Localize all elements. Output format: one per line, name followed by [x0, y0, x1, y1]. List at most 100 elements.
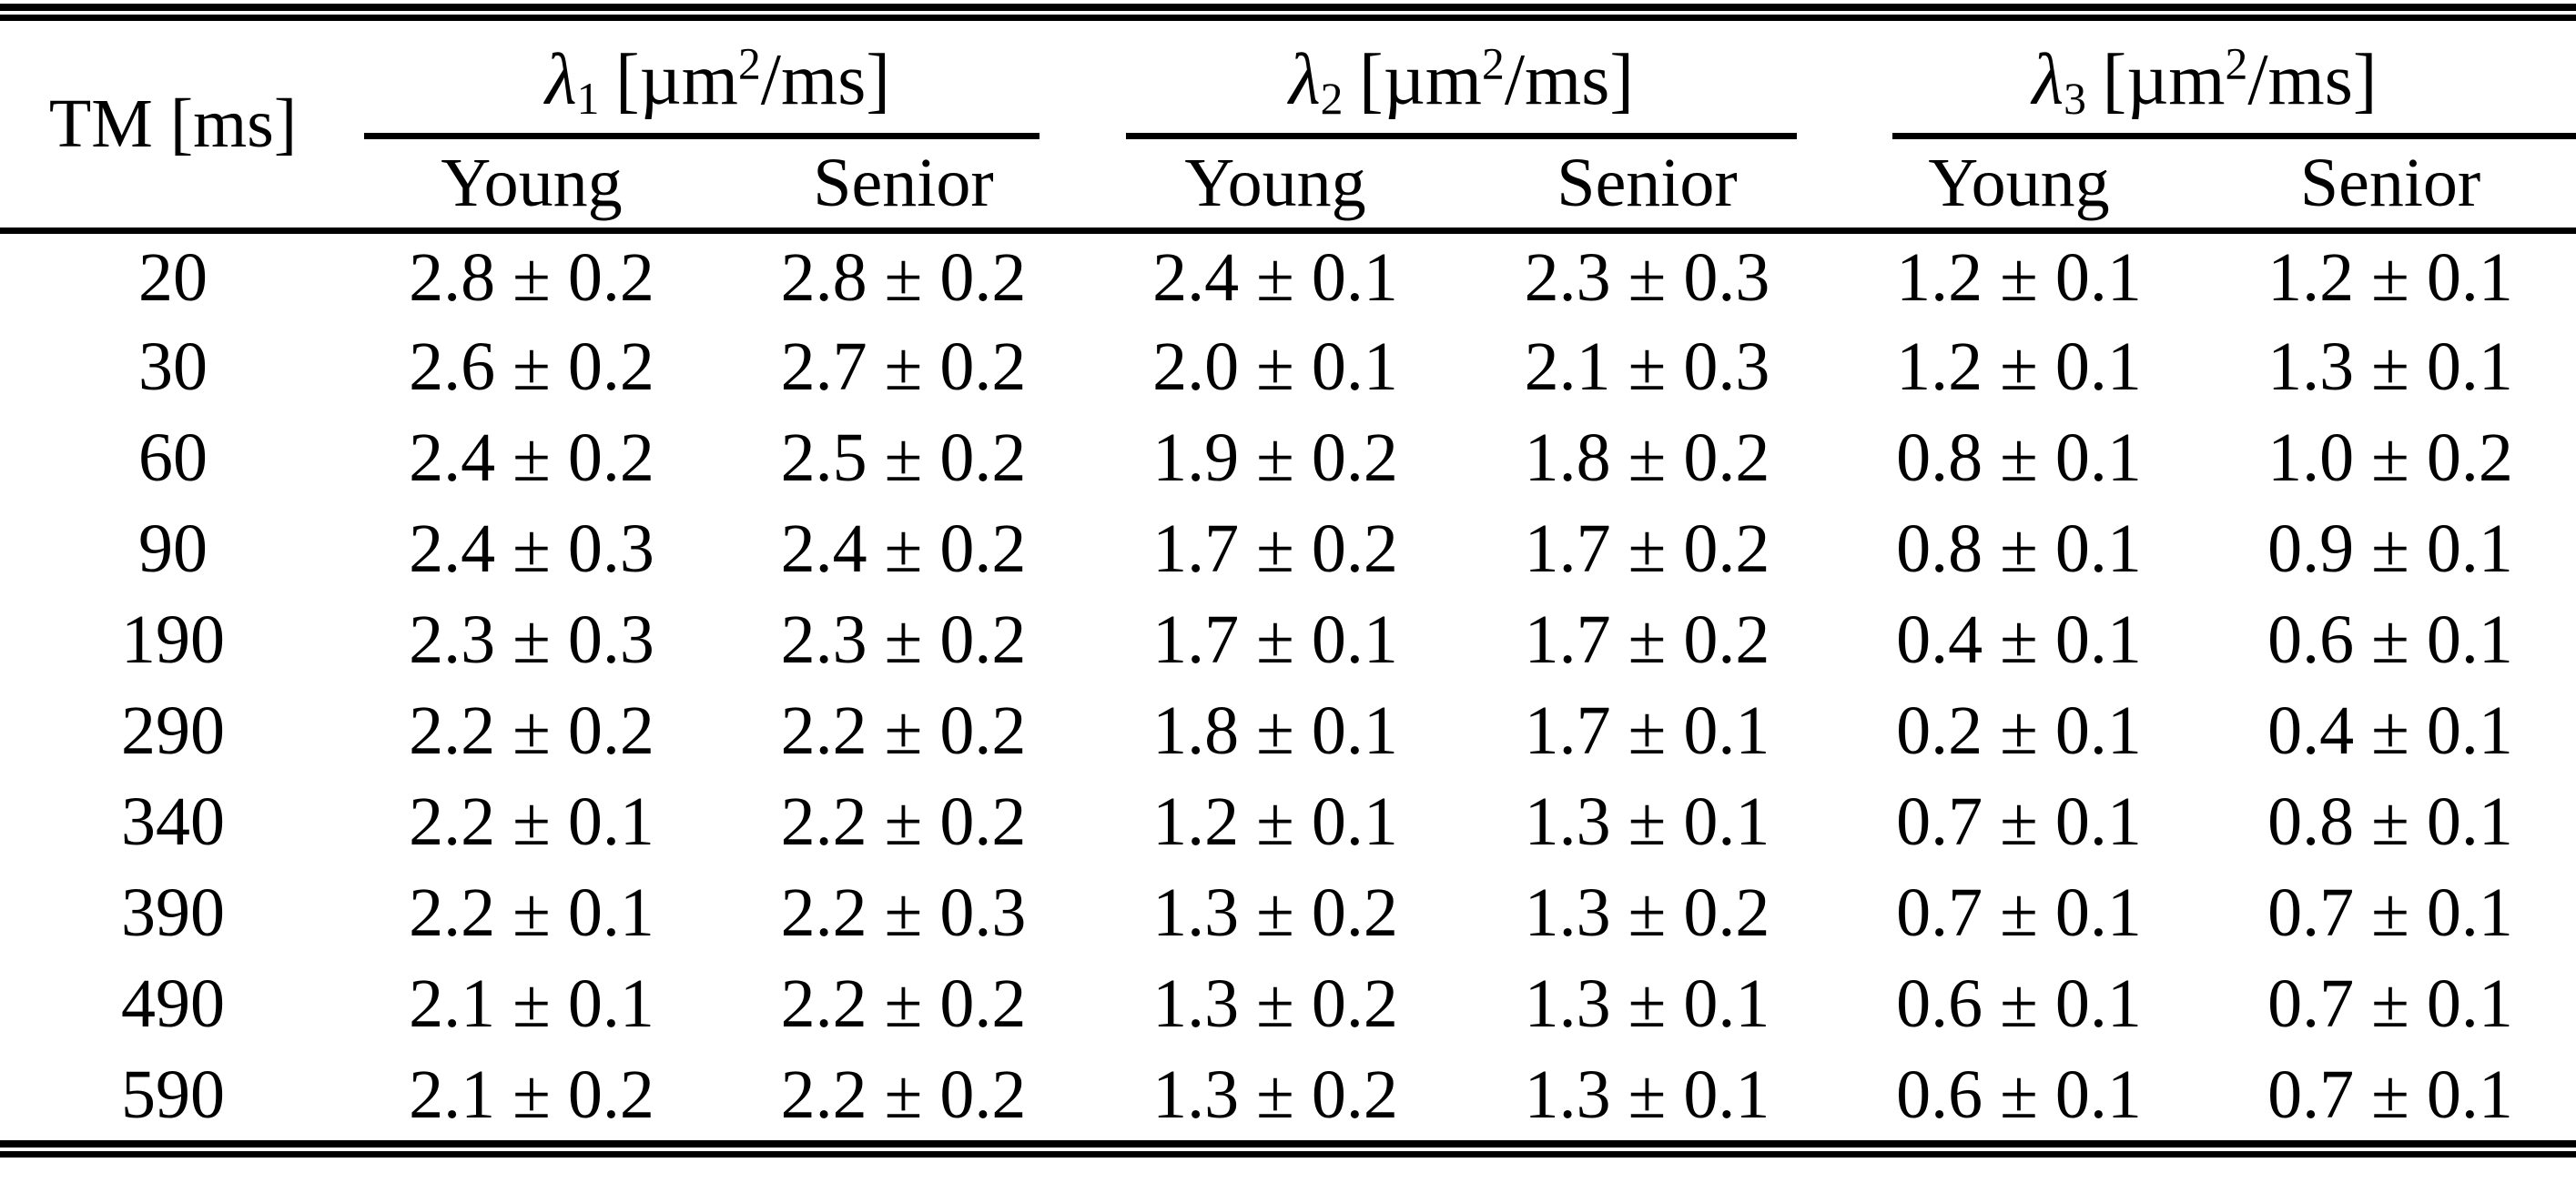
value-cell: 2.2 ± 0.2	[780, 966, 1027, 1042]
value-cell: 2.8 ± 0.2	[780, 238, 1027, 316]
value-cell: 2.4 ± 0.3	[409, 511, 654, 587]
value-cell: 2.2 ± 0.2	[780, 784, 1027, 860]
group-header-row: TM [ms] λ1 [µm2/ms] λ2 [µm2/ms] λ3 [µm2/ms]	[0, 21, 2576, 234]
unit-text: [µm	[2102, 40, 2226, 120]
value-cell: 1.3 ± 0.1	[1524, 1057, 1770, 1133]
value-cell: 2.4 ± 0.2	[409, 420, 654, 496]
subheader-senior-lambda1: Senior	[717, 139, 1090, 234]
value-cell: 0.6 ± 0.1	[2267, 602, 2513, 678]
value-cell: 2.2 ± 0.2	[780, 1057, 1027, 1133]
tm-value-cell: 490	[121, 966, 225, 1042]
value-cell: 1.3 ± 0.1	[2267, 329, 2513, 405]
table-row: 20 2.8 ± 0.2 2.8 ± 0.2 2.4 ± 0.1 2.3 ± 0.3 1.…	[0, 230, 2576, 321]
table-row: 390 2.2 ± 0.1 2.2 ± 0.3 1.3 ± 0.2 1.3 ± 0.2 0…	[0, 867, 2576, 958]
value-cell: 2.2 ± 0.2	[409, 693, 654, 769]
value-cell: 0.7 ± 0.1	[2267, 875, 2513, 951]
lambda-subscript: 2	[1320, 73, 1344, 124]
value-cell: 2.2 ± 0.3	[780, 875, 1027, 951]
lambda-symbol: λ	[1289, 40, 1321, 120]
value-cell: 0.9 ± 0.1	[2267, 511, 2513, 587]
value-cell: 0.6 ± 0.1	[1896, 966, 2142, 1042]
tm-value-cell: 590	[121, 1057, 225, 1133]
tm-value-cell: 90	[138, 511, 208, 587]
unit-superscript: 2	[1482, 38, 1505, 89]
value-cell: 1.7 ± 0.1	[1524, 693, 1770, 769]
column-group-lambda3: λ3 [µm2/ms]	[1833, 21, 2576, 139]
unit-text: /ms]	[760, 40, 891, 120]
column-group-lambda2: λ2 [µm2/ms]	[1090, 21, 1833, 139]
value-cell: 1.3 ± 0.2	[1152, 966, 1398, 1042]
value-cell: 2.3 ± 0.2	[780, 602, 1027, 678]
top-double-rule	[0, 4, 2576, 21]
value-cell: 1.8 ± 0.2	[1524, 420, 1770, 496]
table-row: 90 2.4 ± 0.3 2.4 ± 0.2 1.7 ± 0.2 1.7 ± 0.2 0.…	[0, 503, 2576, 594]
tm-value-cell: 390	[121, 875, 225, 951]
value-cell: 1.3 ± 0.1	[1524, 784, 1770, 860]
column-header-tm: TM [ms]	[0, 21, 346, 234]
lambda-symbol: λ	[544, 40, 577, 120]
value-cell: 1.7 ± 0.2	[1524, 602, 1770, 678]
value-cell: 2.1 ± 0.3	[1524, 329, 1770, 405]
unit-text: [µm	[615, 40, 738, 120]
value-cell: 2.8 ± 0.2	[409, 238, 654, 316]
value-cell: 0.7 ± 0.1	[2267, 966, 2513, 1042]
column-group-lambda1: λ1 [µm2/ms]	[346, 21, 1090, 139]
lambda-subscript: 1	[576, 73, 600, 124]
lambda-subscript: 3	[2064, 73, 2086, 124]
value-cell: 2.0 ± 0.1	[1152, 329, 1398, 405]
value-cell: 2.2 ± 0.1	[409, 784, 654, 860]
value-cell: 2.4 ± 0.1	[1152, 238, 1398, 316]
table-row: 340 2.2 ± 0.1 2.2 ± 0.2 1.2 ± 0.1 1.3 ± 0.1 0…	[0, 776, 2576, 867]
value-cell: 1.7 ± 0.2	[1524, 511, 1770, 587]
value-cell: 0.6 ± 0.1	[1896, 1057, 2142, 1133]
value-cell: 1.8 ± 0.1	[1152, 693, 1398, 769]
table-row: 490 2.1 ± 0.1 2.2 ± 0.2 1.3 ± 0.2 1.3 ± 0.1 0…	[0, 958, 2576, 1049]
value-cell: 2.1 ± 0.2	[409, 1057, 654, 1133]
table-row: 590 2.1 ± 0.2 2.2 ± 0.2 1.3 ± 0.2 1.3 ± 0.1 0…	[0, 1049, 2576, 1140]
subheader-senior-lambda3: Senior	[2205, 139, 2576, 234]
subheader-young-lambda3: Young	[1833, 139, 2206, 234]
unit-text: [µm	[1359, 40, 1483, 120]
value-cell: 2.6 ± 0.2	[409, 329, 654, 405]
value-cell: 0.4 ± 0.1	[2267, 693, 2513, 769]
value-cell: 2.1 ± 0.1	[409, 966, 654, 1042]
value-cell: 2.3 ± 0.3	[409, 602, 654, 678]
subheader-senior-lambda2: Senior	[1461, 139, 1834, 234]
value-cell: 0.4 ± 0.1	[1896, 602, 2142, 678]
table-header: TM [ms] λ1 [µm2/ms] λ2 [µm2/ms] λ3 [µm2/ms]…	[0, 21, 2576, 234]
value-cell: 1.2 ± 0.1	[1896, 329, 2142, 405]
value-cell: 1.3 ± 0.2	[1152, 1057, 1398, 1133]
subheader-young-lambda2: Young	[1090, 139, 1462, 234]
tm-value-cell: 20	[138, 238, 208, 316]
value-cell: 2.5 ± 0.2	[780, 420, 1027, 496]
value-cell: 0.8 ± 0.1	[1896, 511, 2142, 587]
value-cell: 0.7 ± 0.1	[1896, 875, 2142, 951]
unit-text: /ms]	[2247, 40, 2378, 120]
value-cell: 2.2 ± 0.2	[780, 693, 1027, 769]
value-cell: 1.3 ± 0.1	[1524, 966, 1770, 1042]
unit-superscript: 2	[2225, 38, 2248, 89]
lambda-symbol: λ	[2032, 40, 2064, 120]
value-cell: 1.3 ± 0.2	[1524, 875, 1770, 951]
tm-value-cell: 60	[138, 420, 208, 496]
tm-value-cell: 30	[138, 329, 208, 405]
value-cell: 0.7 ± 0.1	[2267, 1057, 2513, 1133]
value-cell: 2.4 ± 0.2	[780, 511, 1027, 587]
table-row: 30 2.6 ± 0.2 2.7 ± 0.2 2.0 ± 0.1 2.1 ± 0.3 1.…	[0, 321, 2576, 412]
value-cell: 2.2 ± 0.1	[409, 875, 654, 951]
value-cell: 2.7 ± 0.2	[780, 329, 1027, 405]
unit-superscript: 2	[738, 38, 761, 89]
table-body: 20 2.8 ± 0.2 2.8 ± 0.2 2.4 ± 0.1 2.3 ± 0.3 1.…	[0, 230, 2576, 1140]
tm-value-cell: 290	[121, 693, 225, 769]
tm-value-cell: 340	[121, 784, 225, 860]
value-cell: 0.8 ± 0.1	[2267, 784, 2513, 860]
value-cell: 1.9 ± 0.2	[1152, 420, 1398, 496]
table-row: 60 2.4 ± 0.2 2.5 ± 0.2 1.9 ± 0.2 1.8 ± 0.2 0.…	[0, 412, 2576, 503]
value-cell: 1.7 ± 0.2	[1152, 511, 1398, 587]
table-row: 290 2.2 ± 0.2 2.2 ± 0.2 1.8 ± 0.1 1.7 ± 0.1 0…	[0, 685, 2576, 776]
value-cell: 0.8 ± 0.1	[1896, 420, 2142, 496]
subheader-row: Young Senior Young Senior Young Senior	[0, 139, 2576, 234]
unit-text: /ms]	[1504, 40, 1635, 120]
value-cell: 1.2 ± 0.1	[1152, 784, 1398, 860]
value-cell: 1.0 ± 0.2	[2267, 420, 2513, 496]
